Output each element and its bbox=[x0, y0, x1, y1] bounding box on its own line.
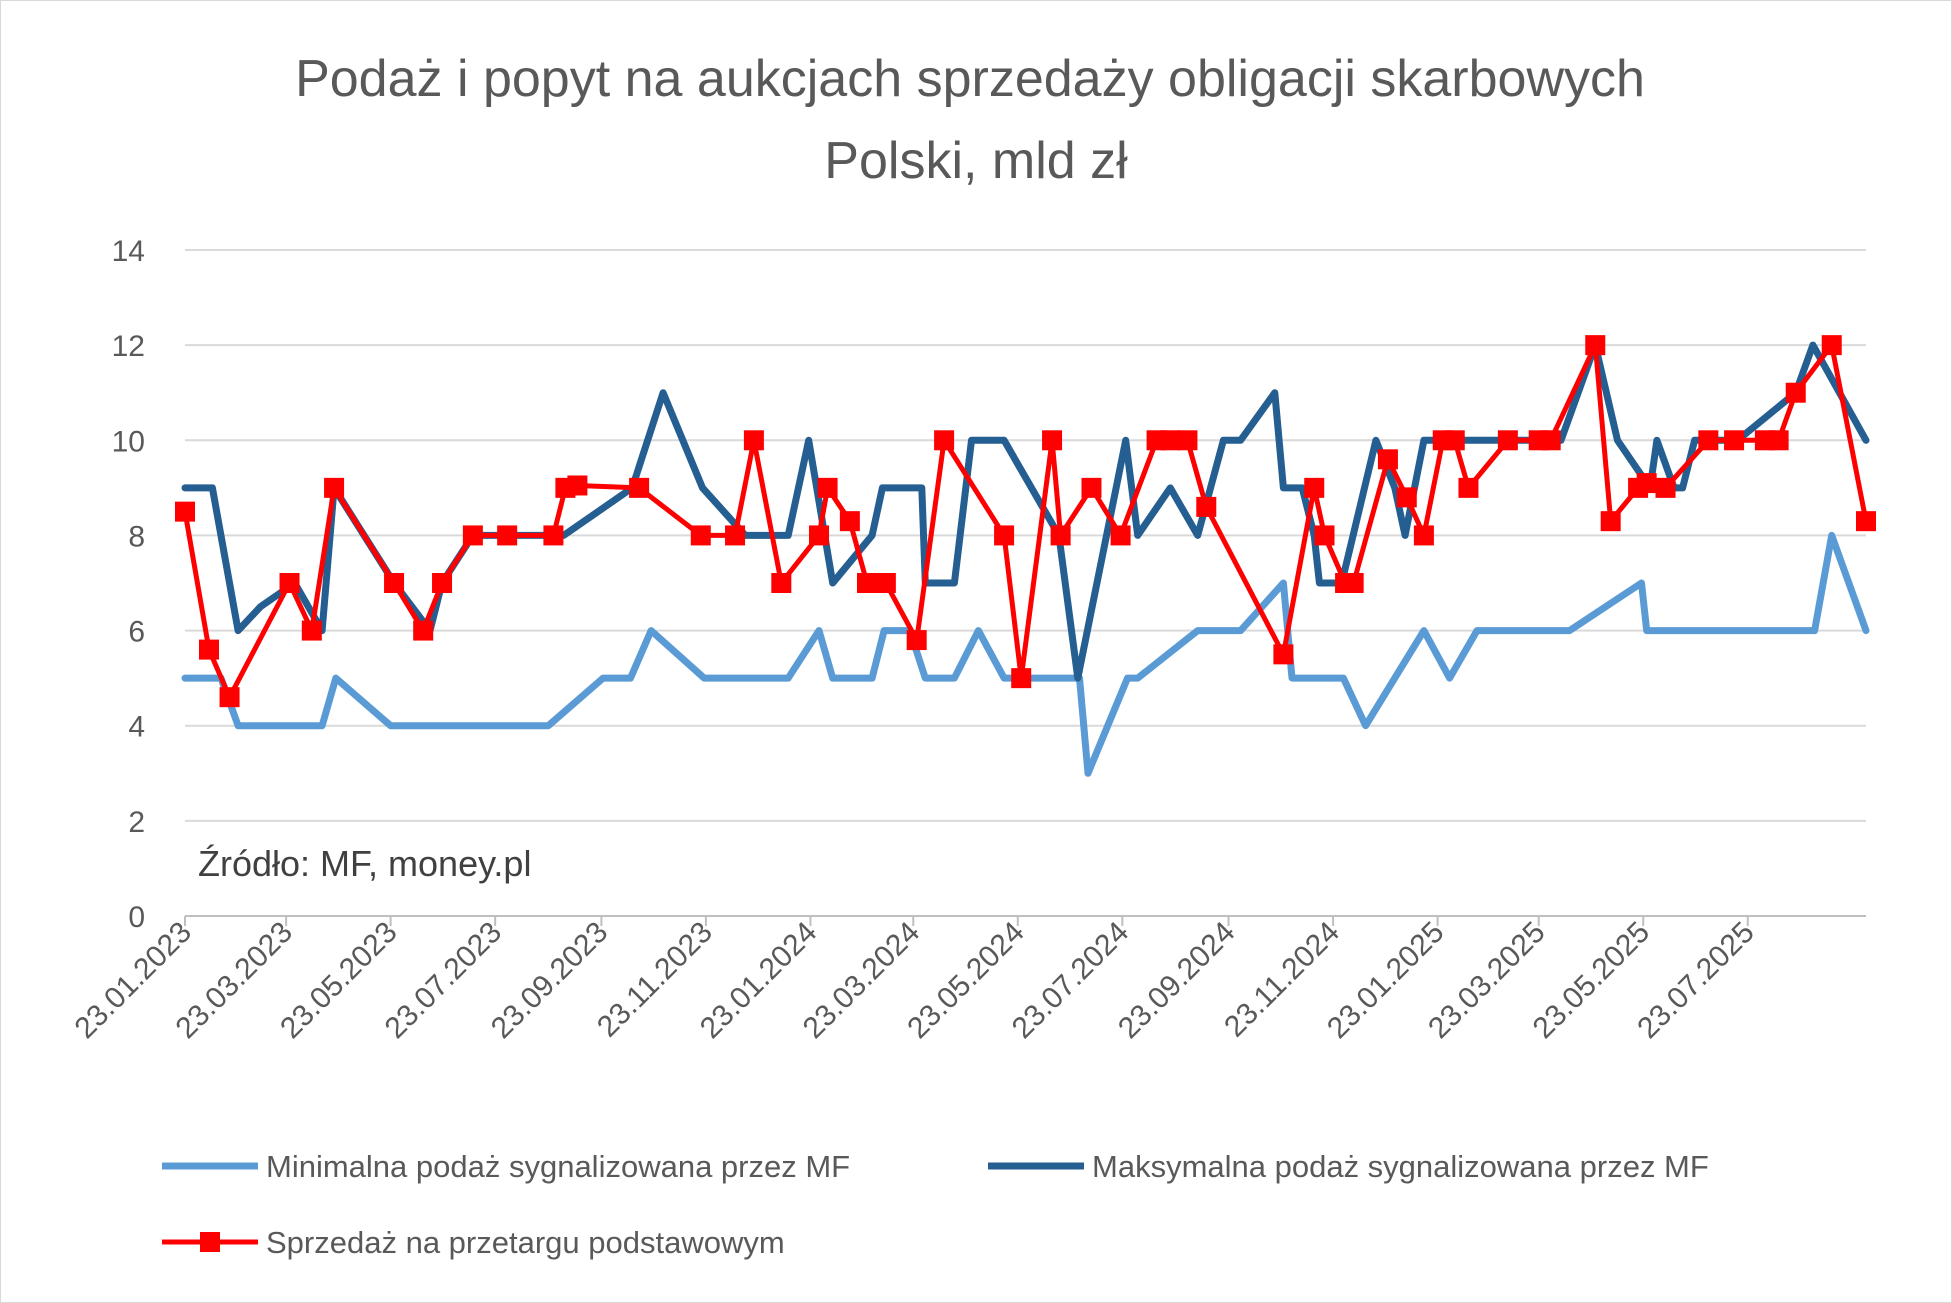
x-tick-label-4: 23.09.2023 bbox=[485, 916, 615, 1046]
chart-title-line-2: Polski, mld zł bbox=[824, 132, 1128, 190]
series-2-point-1 bbox=[198, 639, 219, 660]
series-2-point-34 bbox=[1177, 430, 1198, 451]
series-2-point-50 bbox=[1585, 335, 1606, 356]
legend-label-1: Maksymalna podaż sygnalizowana przez MF bbox=[1092, 1149, 1709, 1184]
series-2-point-24 bbox=[906, 630, 927, 651]
legend-label-0: Minimalna podaż sygnalizowana przez MF bbox=[266, 1149, 850, 1184]
series-2-point-4 bbox=[301, 620, 322, 641]
series-2-point-2 bbox=[219, 687, 240, 708]
series-layer bbox=[175, 335, 1876, 777]
series-2-point-55 bbox=[1698, 430, 1719, 451]
series-2-point-22 bbox=[856, 573, 877, 593]
y-tick-label-7: 14 bbox=[112, 235, 145, 268]
series-2-point-25 bbox=[934, 430, 955, 451]
series-0-line bbox=[181, 531, 1870, 777]
series-2 bbox=[175, 335, 1876, 708]
series-2-point-10 bbox=[497, 525, 518, 546]
series-2-point-59 bbox=[1785, 382, 1806, 403]
x-axis: 23.01.202323.03.202323.05.202323.07.2023… bbox=[68, 915, 1866, 1046]
series-2-point-6 bbox=[384, 573, 405, 593]
series-2-point-37 bbox=[1304, 477, 1325, 498]
series-2-point-29 bbox=[1050, 525, 1071, 546]
series-2-point-43 bbox=[1413, 525, 1434, 546]
legend-marker-2 bbox=[200, 1232, 220, 1252]
y-tick-label-2: 4 bbox=[128, 711, 145, 744]
y-tick-label-1: 2 bbox=[128, 806, 145, 839]
legend-entry-1: Maksymalna podaż sygnalizowana przez MF bbox=[988, 1149, 1709, 1184]
series-2-point-3 bbox=[279, 573, 300, 593]
series-2-point-15 bbox=[690, 525, 711, 546]
y-tick-label-5: 10 bbox=[112, 425, 145, 458]
series-2-point-46 bbox=[1458, 477, 1479, 498]
y-tick-label-4: 8 bbox=[128, 520, 145, 553]
source-note: Źródło: MF, money.pl bbox=[198, 843, 531, 884]
legend-entry-2: Sprzedaż na przetargu podstawowym bbox=[162, 1225, 785, 1260]
chart-title-line-1: Podaż i popyt na aukcjach sprzedaży obli… bbox=[295, 50, 1645, 108]
series-2-point-19 bbox=[809, 525, 830, 546]
series-2-point-5 bbox=[324, 477, 345, 498]
series-2-point-13 bbox=[567, 475, 588, 496]
legend-entry-0: Minimalna podaż sygnalizowana przez MF bbox=[162, 1149, 850, 1184]
series-2-point-16 bbox=[725, 525, 746, 546]
series-2-point-58 bbox=[1768, 430, 1789, 451]
series-2-point-41 bbox=[1377, 449, 1398, 470]
series-2-point-23 bbox=[875, 573, 896, 593]
series-2-point-56 bbox=[1724, 430, 1745, 451]
chart-title: Podaż i popyt na aukcjach sprzedaży obli… bbox=[295, 50, 1645, 190]
series-2-point-14 bbox=[629, 477, 650, 498]
legend-label-2: Sprzedaż na przetargu podstawowym bbox=[266, 1225, 785, 1260]
series-2-point-40 bbox=[1343, 573, 1364, 593]
y-axis-ticks: 0 2 4 6 8 10 12 14 bbox=[112, 235, 145, 934]
series-2-point-9 bbox=[462, 525, 483, 546]
series-2-point-47 bbox=[1497, 430, 1518, 451]
series-2-point-8 bbox=[432, 573, 453, 593]
series-2-point-49 bbox=[1540, 430, 1561, 451]
series-2-point-36 bbox=[1273, 644, 1294, 665]
y-tick-label-3: 6 bbox=[128, 616, 145, 649]
series-2-point-30 bbox=[1081, 477, 1102, 498]
series-2-point-26 bbox=[994, 525, 1015, 546]
series-2-point-18 bbox=[771, 573, 792, 593]
legend: Minimalna podaż sygnalizowana przez MF Ma… bbox=[162, 1149, 1709, 1260]
series-2-point-7 bbox=[413, 620, 434, 641]
series-2-point-33 bbox=[1160, 430, 1181, 451]
y-tick-label-0: 0 bbox=[128, 901, 145, 934]
x-tick-label-10: 23.09.2024 bbox=[1112, 916, 1242, 1046]
series-2-point-45 bbox=[1444, 430, 1465, 451]
series-0 bbox=[181, 531, 1870, 777]
series-2-point-35 bbox=[1196, 496, 1217, 517]
series-2-point-28 bbox=[1042, 430, 1063, 451]
series-2-point-17 bbox=[743, 430, 764, 451]
series-2-point-60 bbox=[1821, 335, 1842, 356]
series-2-point-61 bbox=[1856, 511, 1876, 532]
series-2-point-38 bbox=[1314, 525, 1335, 546]
series-2-point-0 bbox=[175, 501, 195, 522]
series-2-point-53 bbox=[1636, 473, 1657, 494]
series-2-point-11 bbox=[543, 525, 564, 546]
series-2-point-31 bbox=[1110, 525, 1131, 546]
series-2-point-54 bbox=[1655, 477, 1676, 498]
series-2-point-42 bbox=[1396, 487, 1417, 508]
series-2-point-21 bbox=[839, 511, 860, 532]
series-2-point-27 bbox=[1011, 668, 1032, 689]
y-tick-label-6: 12 bbox=[112, 330, 145, 363]
series-2-point-20 bbox=[817, 477, 838, 498]
series-2-point-51 bbox=[1600, 511, 1621, 532]
